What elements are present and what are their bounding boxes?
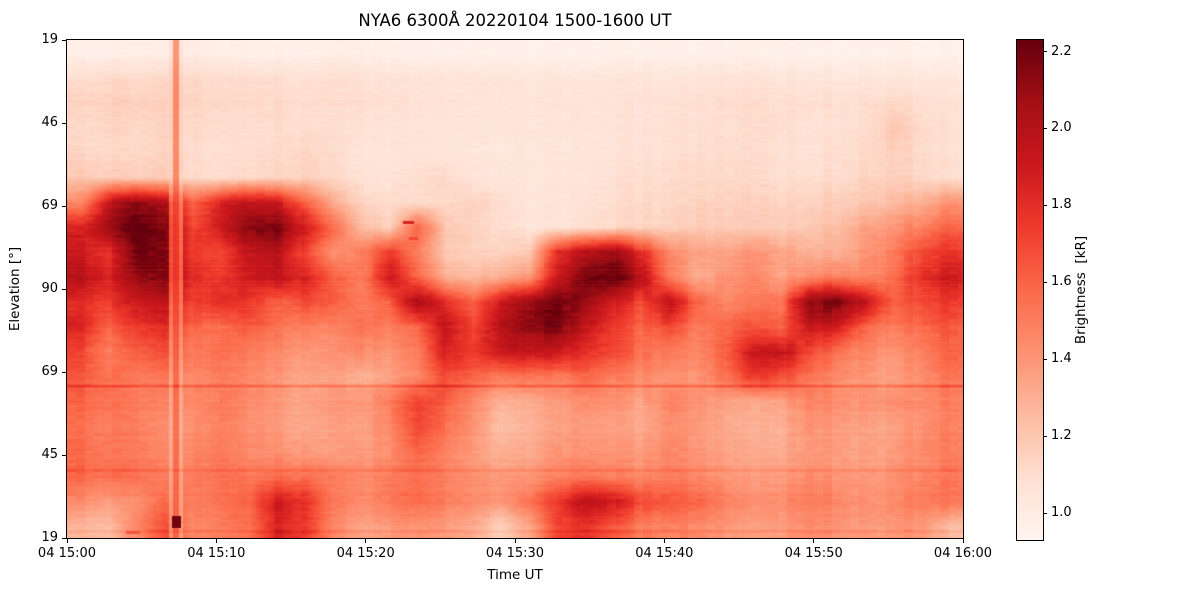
- y-tick-mark: [62, 288, 66, 290]
- colorbar-label: Brightness [kR]: [1073, 235, 1089, 345]
- x-axis-label: Time UT: [487, 567, 543, 583]
- y-tick-label: 46: [41, 115, 58, 130]
- x-tick-label: 04 15:40: [635, 546, 694, 561]
- y-tick-label: 69: [41, 198, 58, 213]
- heatmap-canvas: [67, 40, 963, 538]
- x-tick-label: 04 15:50: [784, 546, 843, 561]
- y-tick-mark: [62, 122, 66, 124]
- colorbar-tick-mark: [1043, 281, 1047, 283]
- x-tick-label: 04 15:20: [336, 546, 395, 561]
- x-tick-mark: [514, 539, 516, 543]
- y-tick-mark: [62, 39, 66, 41]
- colorbar-tick-mark: [1043, 204, 1047, 206]
- colorbar-tick-label: 1.4: [1051, 351, 1072, 367]
- x-tick-mark: [215, 539, 217, 543]
- y-tick-label: 90: [41, 281, 58, 296]
- y-tick-label: 19: [41, 32, 58, 47]
- plot-title: NYA6 6300Å 20220104 1500-1600 UT: [358, 11, 672, 30]
- x-tick-mark: [813, 539, 815, 543]
- y-tick-label: 45: [41, 447, 58, 462]
- y-tick-label: 69: [41, 364, 58, 379]
- colorbar-gradient: [1017, 40, 1043, 540]
- colorbar-tick-label: 1.2: [1051, 428, 1072, 444]
- x-tick-label: 04 15:10: [187, 546, 246, 561]
- colorbar-tick-label: 2.2: [1051, 43, 1072, 59]
- x-tick-mark: [365, 539, 367, 543]
- colorbar-tick-label: 1.6: [1051, 274, 1072, 290]
- y-tick-mark: [62, 371, 66, 373]
- x-tick-label: 04 15:30: [485, 546, 545, 561]
- colorbar-tick-label: 2.0: [1051, 120, 1072, 136]
- y-tick-label: 19: [41, 530, 58, 545]
- y-tick-mark: [62, 537, 66, 539]
- colorbar: [1016, 39, 1044, 541]
- y-tick-mark: [62, 205, 66, 207]
- x-tick-mark: [66, 539, 68, 543]
- colorbar-tick-label: 1.8: [1051, 197, 1072, 213]
- colorbar-tick-label: 1.0: [1051, 505, 1072, 521]
- x-tick-label: 04 16:00: [933, 546, 993, 561]
- colorbar-tick-mark: [1043, 127, 1047, 129]
- colorbar-tick-mark: [1043, 435, 1047, 437]
- colorbar-tick-mark: [1043, 51, 1047, 53]
- colorbar-tick-mark: [1043, 512, 1047, 514]
- y-axis-label: Elevation [°]: [7, 246, 23, 332]
- colorbar-tick-mark: [1043, 358, 1047, 360]
- x-tick-mark: [663, 539, 665, 543]
- y-tick-mark: [62, 454, 66, 456]
- x-tick-label: 04 15:00: [37, 546, 97, 561]
- x-tick-mark: [962, 539, 964, 543]
- plot-area: [66, 39, 964, 539]
